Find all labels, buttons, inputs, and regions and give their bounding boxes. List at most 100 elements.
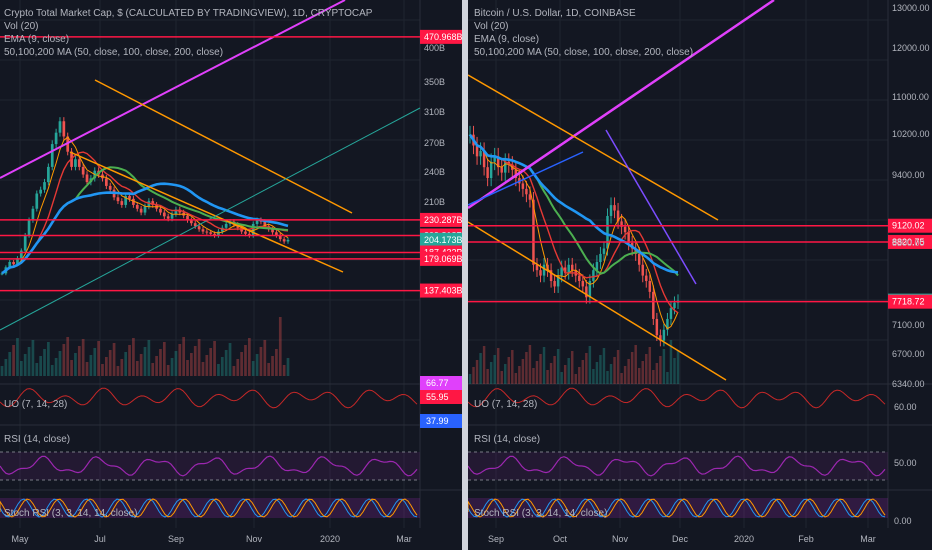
volume-bar (468, 374, 472, 384)
candle-body (588, 281, 592, 298)
volume-bar (595, 362, 599, 384)
trend-line (605, 129, 697, 285)
candle-body (166, 216, 170, 219)
volume-bar (563, 365, 567, 384)
volume-bar (507, 357, 511, 384)
volume-bar (213, 341, 216, 376)
candle-body (666, 318, 669, 330)
time-axis-tick: Sep (168, 534, 184, 544)
crypto-market-cap-chart[interactable]: 470.968B230.287B209.818B204.173B187.432B… (0, 0, 462, 550)
volume-bar (662, 349, 666, 384)
price-axis-tick: 10200.00 (892, 129, 930, 139)
candle-body (616, 210, 620, 222)
volume-bar (504, 364, 507, 384)
volume-bar (673, 358, 676, 384)
moving-average-line (1, 182, 289, 275)
volume-bar (251, 361, 255, 376)
candle-body (205, 231, 209, 233)
candle-body (606, 215, 609, 249)
rsi-band (0, 452, 420, 480)
price-axis-tick: 6700.00 (892, 349, 925, 359)
candle-body (514, 169, 518, 179)
candle-body (23, 235, 27, 251)
volume-bar (197, 339, 201, 376)
volume-bar (475, 360, 479, 384)
volume-bar (12, 345, 15, 376)
price-tag-label: 179.069B (424, 254, 462, 264)
volume-bar (535, 361, 539, 384)
candle-body (170, 214, 174, 219)
candle-body (560, 267, 563, 276)
volume-bar (267, 363, 271, 376)
volume-bar (228, 343, 232, 376)
volume-bar (496, 348, 500, 384)
stoch-label: Stoch RSI (3, 3, 14, 14, close) (474, 508, 607, 519)
volume-bar (116, 366, 120, 376)
volume-bar (70, 360, 73, 376)
volume-bar (97, 341, 100, 376)
volume-bar (278, 317, 282, 376)
candle-body (251, 223, 255, 236)
candle-body (244, 231, 247, 234)
volume-bar (542, 347, 546, 384)
candle-body (659, 335, 662, 341)
volume-bar (66, 337, 70, 376)
rsi-band (468, 452, 888, 480)
candle-body (479, 150, 482, 157)
legend-line: EMA (9, close) (4, 34, 69, 45)
right-chart-pane[interactable]: 9120.028820.757738.127718.7213000.001200… (468, 0, 932, 550)
stoch-k-line (468, 498, 886, 518)
candle-body (553, 281, 556, 287)
volume-bar (592, 369, 595, 384)
volume-bar (623, 366, 627, 384)
candle-body (539, 270, 542, 276)
candle-body (81, 166, 85, 175)
trend-line (0, 107, 421, 331)
price-axis-tick: 310B (424, 107, 445, 117)
candle-body (8, 261, 12, 268)
candle-body (186, 215, 189, 221)
candle-body (201, 229, 205, 232)
candle-body (578, 275, 581, 282)
candle-body (43, 182, 46, 190)
candle-body (193, 223, 197, 227)
candle-body (77, 159, 81, 167)
candle-body (613, 205, 616, 211)
candle-body (645, 275, 648, 282)
candle-body (0, 273, 4, 275)
left-chart-pane[interactable]: 470.968B230.287B209.818B204.173B187.432B… (0, 0, 462, 550)
volume-bar (50, 365, 54, 376)
price-axis-tick: 350B (424, 77, 445, 87)
oscillator-tag-label: 55.95 (426, 392, 449, 402)
pane-divider[interactable] (462, 0, 468, 550)
time-axis-tick: Mar (860, 534, 876, 544)
price-axis-tick: 7100.00 (892, 320, 925, 330)
candle-body (286, 239, 290, 242)
price-axis-tick: 8300.00 (892, 238, 925, 248)
volume-bar (124, 352, 128, 376)
volume-bar (574, 374, 577, 384)
volume-bar (616, 350, 620, 384)
stoch-label: Stoch RSI (3, 3, 14, 14, close) (4, 508, 137, 519)
candle-body (128, 195, 131, 199)
bitcoin-usd-chart[interactable]: 9120.028820.757738.127718.7213000.001200… (468, 0, 932, 550)
price-tag-label: 137.403B (424, 286, 462, 296)
volume-bar (560, 372, 563, 384)
candle-body (224, 223, 228, 228)
volume-bar (209, 348, 213, 376)
candle-body (47, 166, 50, 183)
rsi-label: RSI (14, close) (474, 434, 540, 445)
price-axis-tick: 13000.00 (892, 3, 930, 13)
candle-body (620, 221, 623, 227)
volume-bar (104, 357, 108, 376)
volume-bar (275, 349, 278, 376)
volume-bar (224, 350, 228, 376)
time-axis-tick: 2020 (734, 534, 754, 544)
stoch-d-line (0, 498, 418, 518)
candle-body (16, 258, 19, 265)
stoch-k-line (0, 498, 418, 518)
volume-bar (627, 359, 630, 384)
volume-bar (143, 347, 147, 376)
volume-bar (240, 352, 243, 376)
legend-line: 50,100,200 MA (50, close, 100, close, 20… (474, 47, 693, 58)
